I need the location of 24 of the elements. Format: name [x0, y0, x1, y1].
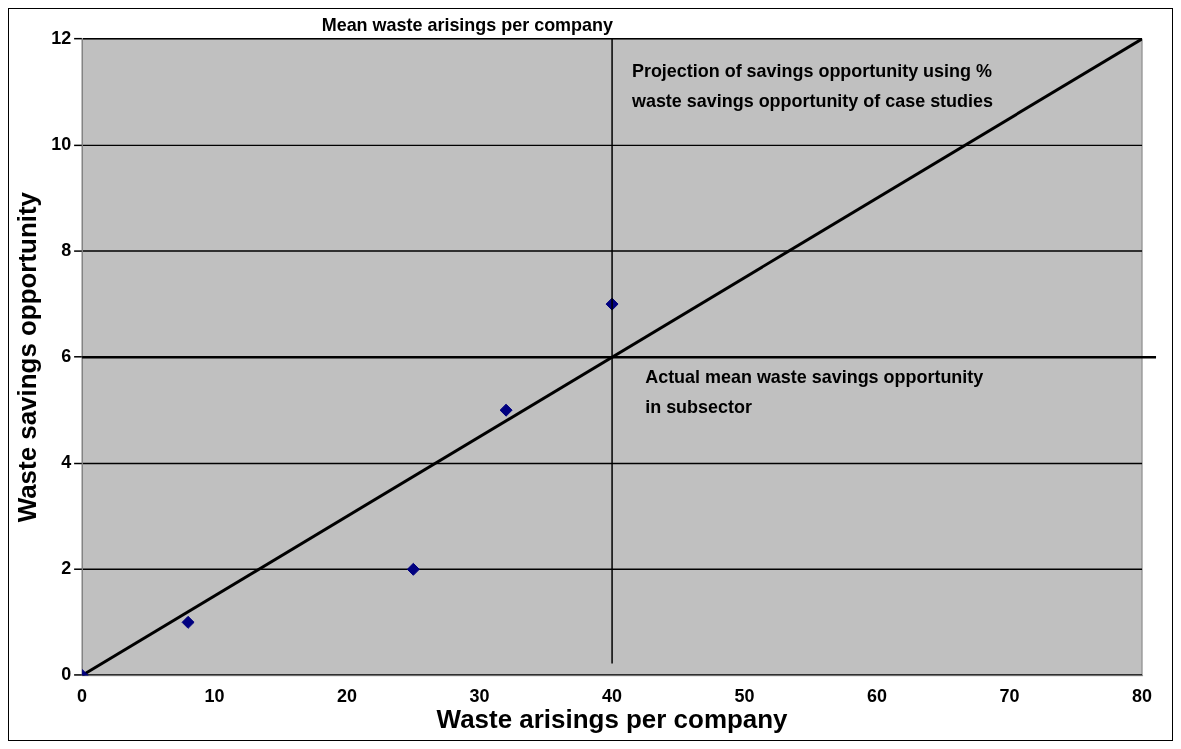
y-tick-label: 0 — [61, 664, 72, 685]
annotation: Projection of savings opportunity using % waste savings opportunity of case studies — [630, 60, 993, 111]
x-tick-label: 30 — [469, 686, 490, 707]
x-tick-label: 20 — [337, 686, 358, 707]
y-tick-label: 6 — [61, 346, 72, 367]
y-tick-label: 2 — [61, 558, 72, 579]
y-tick-label: 12 — [51, 27, 72, 48]
y-tick-label: 10 — [51, 133, 72, 154]
ref-line-label: Mean waste arisings per company — [321, 14, 613, 35]
y-axis-title: Waste savings opportunity — [12, 191, 41, 523]
x-tick-label: 50 — [734, 686, 755, 707]
y-tick-label: 8 — [61, 240, 72, 261]
y-tick-label: 4 — [61, 452, 72, 473]
x-tick-label: 0 — [77, 686, 88, 707]
x-axis-title: Waste arisings per company — [436, 704, 789, 733]
point — [499, 403, 513, 417]
ref-line-label: Actual mean waste savings opportunity in subsector — [645, 367, 984, 417]
x-tick-label: 40 — [602, 686, 623, 707]
point — [406, 562, 420, 576]
x-tick-label: 80 — [1132, 686, 1153, 707]
x-tick-label: 10 — [204, 686, 225, 707]
x-tick-label: 70 — [999, 686, 1020, 707]
x-tick-label: 60 — [867, 686, 888, 707]
point — [181, 615, 195, 629]
